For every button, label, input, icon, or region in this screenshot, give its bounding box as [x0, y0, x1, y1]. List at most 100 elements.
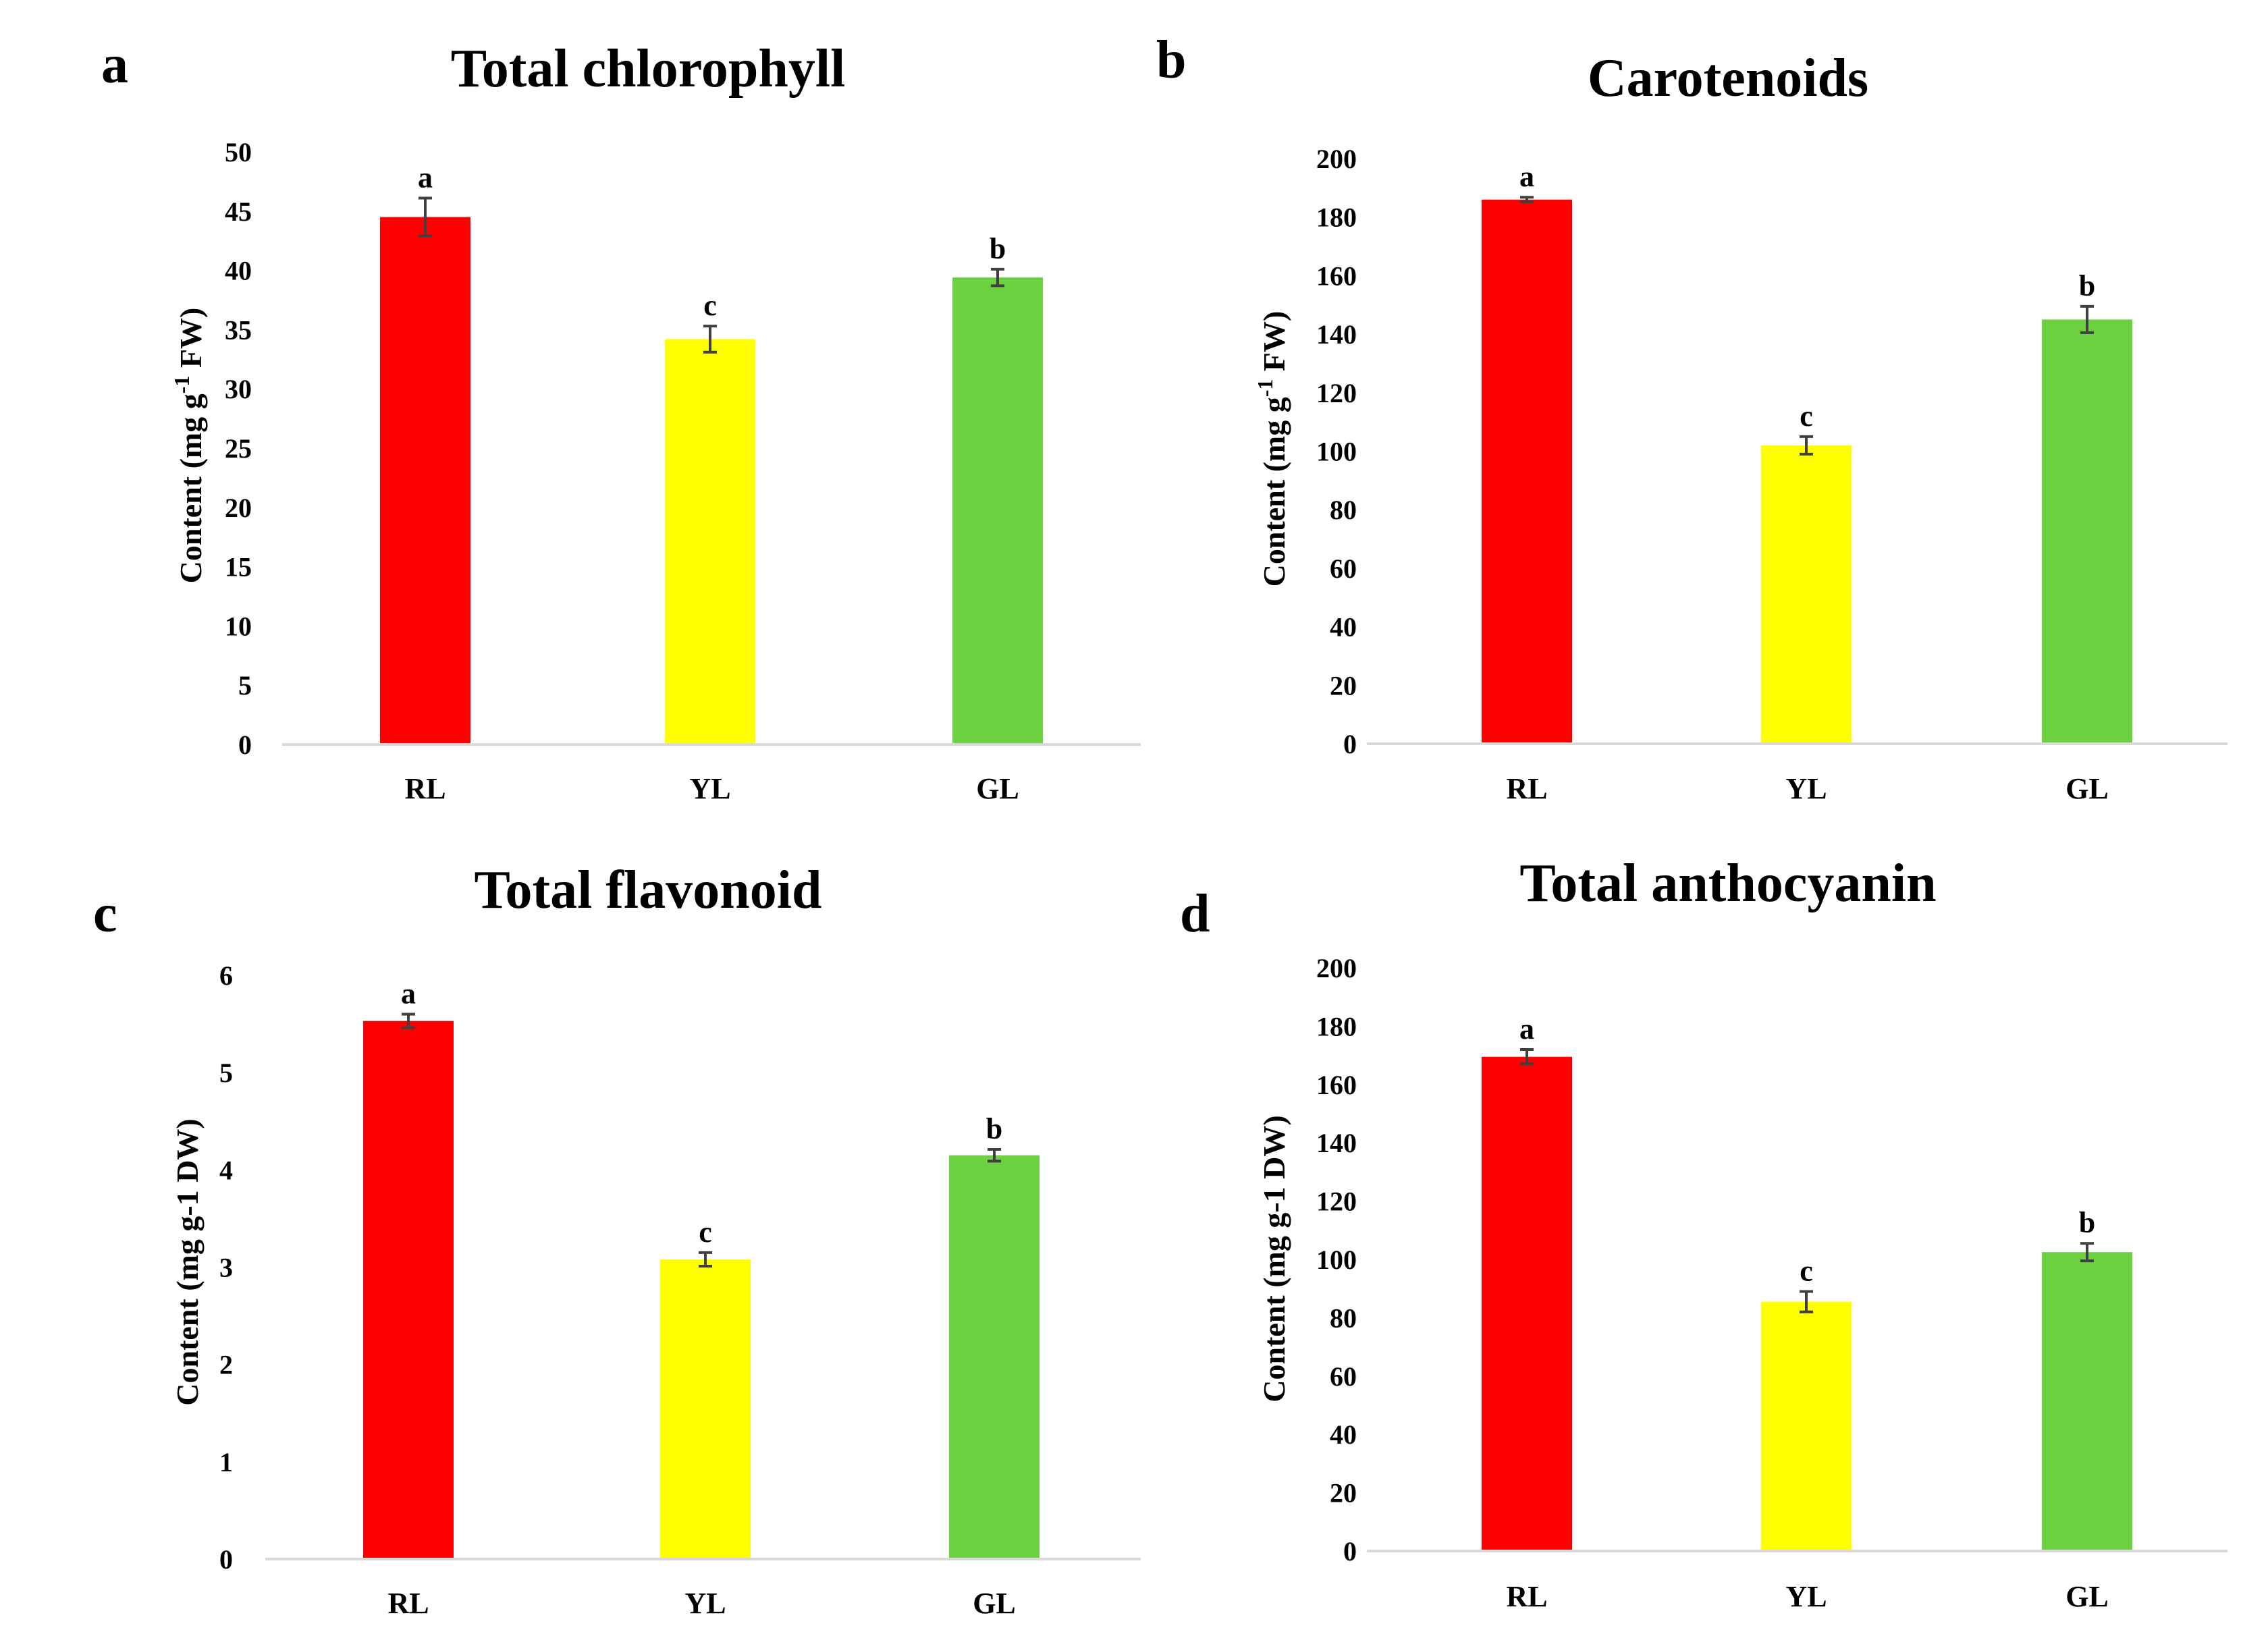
y-tick-label-b: 20 [1330, 670, 1357, 701]
panel-letter-c: c [93, 884, 117, 944]
significance-label-d-rl: a [1519, 1012, 1534, 1045]
bar-c-yl [660, 1259, 751, 1559]
significance-label-b-gl: b [2079, 269, 2095, 302]
bar-a-gl [952, 277, 1043, 744]
y-tick-label-b: 200 [1316, 144, 1357, 174]
y-tick-label-c: 0 [219, 1544, 233, 1575]
panel-b: b Carotenoids Content (mg g-1 FW) 0 20 40 6… [1156, 30, 2228, 805]
chart-area-a: 0 5 10 15 20 25 30 35 40 45 50 a RL c YL b GL [225, 137, 1141, 805]
y-tick-label-d: 0 [1343, 1536, 1357, 1567]
panel-a: a Total chlorophyll Content (mg g-1 FW) … [101, 35, 1141, 805]
x-tick-label-c-rl: RL [387, 1587, 429, 1620]
error-bar-d-gl [2080, 1242, 2094, 1263]
significance-label-c-yl: c [699, 1216, 712, 1249]
chart-area-d: 0 20 40 60 80 100 120 140 160 180 200 a RL c YL b GL [1316, 953, 2228, 1613]
y-axis-label-c: Content (mg g-1 DW) [170, 1118, 205, 1405]
y-tick-label-d: 160 [1316, 1070, 1357, 1100]
error-bar-d-yl [1800, 1290, 1813, 1313]
y-tick-label-b: 140 [1316, 319, 1357, 350]
y-axis-label-d: Content (mg g-1 DW) [1257, 1115, 1291, 1402]
y-tick-label-a: 20 [225, 493, 252, 523]
y-tick-label-d: 20 [1330, 1478, 1357, 1508]
chart-title-a: Total chlorophyll [451, 39, 846, 99]
y-tick-label-a: 10 [225, 611, 252, 641]
y-tick-label-a: 30 [225, 374, 252, 404]
panel-letter-a: a [101, 35, 128, 94]
significance-label-a-rl: a [418, 161, 433, 194]
y-tick-label-c: 6 [219, 960, 233, 991]
y-tick-label-a: 50 [225, 137, 252, 167]
y-tick-label-b: 0 [1343, 729, 1357, 759]
y-tick-label-d: 100 [1316, 1245, 1357, 1275]
x-tick-label-a-yl: YL [689, 772, 730, 805]
y-tick-label-a: 25 [225, 433, 252, 464]
panel-letter-b: b [1156, 30, 1187, 90]
y-tick-label-b: 120 [1316, 378, 1357, 408]
chart-title-d: Total anthocyanin [1519, 854, 1936, 913]
error-bar-b-yl [1800, 435, 1813, 456]
error-bar-c-rl [402, 1012, 415, 1029]
significance-label-b-rl: a [1519, 160, 1534, 193]
bar-b-rl [1482, 199, 1572, 744]
error-bar-a-rl [418, 196, 432, 238]
y-tick-label-a: 45 [225, 196, 252, 227]
x-tick-label-d-rl: RL [1506, 1580, 1547, 1613]
bar-d-gl [2042, 1252, 2132, 1551]
error-bar-d-rl [1520, 1047, 1534, 1066]
significance-label-a-yl: c [703, 289, 717, 322]
y-tick-label-c: 5 [219, 1058, 233, 1088]
bar-d-yl [1761, 1301, 1852, 1551]
error-bar-b-rl [1520, 196, 1534, 204]
error-bar-c-yl [699, 1251, 712, 1268]
y-tick-label-d: 60 [1330, 1361, 1357, 1392]
chart-title-b: Carotenoids [1588, 49, 1868, 108]
y-tick-label-d: 200 [1316, 953, 1357, 983]
x-tick-label-d-yl: YL [1785, 1580, 1827, 1613]
panel-c: c Total flavonoid Content (mg g-1 DW) 0 1… [93, 861, 1141, 1620]
x-tick-label-b-yl: YL [1785, 772, 1827, 805]
chart-area-c: 0 1 2 3 4 5 6 a RL c YL b GL [219, 960, 1141, 1620]
bar-c-gl [949, 1155, 1040, 1559]
y-tick-label-c: 2 [219, 1350, 233, 1380]
y-axis-label-b: Content (mg g-1 FW) [1253, 311, 1291, 587]
significance-label-d-yl: c [1800, 1255, 1813, 1288]
error-bar-a-yl [703, 325, 717, 354]
y-tick-label-b: 40 [1330, 612, 1357, 643]
error-bar-a-gl [991, 267, 1004, 288]
significance-label-c-gl: b [986, 1112, 1002, 1145]
y-tick-label-a: 40 [225, 256, 252, 286]
y-tick-label-a: 15 [225, 552, 252, 582]
chart-area-b: 0 20 40 60 80 100 120 140 160 180 200 a RL c YL b GL [1316, 144, 2228, 805]
x-tick-label-b-rl: RL [1506, 772, 1547, 805]
y-tick-label-c: 1 [219, 1447, 233, 1477]
x-tick-label-c-gl: GL [973, 1587, 1016, 1620]
y-tick-label-b: 160 [1316, 261, 1357, 291]
x-tick-label-a-rl: RL [404, 772, 446, 805]
significance-label-a-gl: b [990, 232, 1006, 265]
chart-title-c: Total flavonoid [475, 861, 822, 920]
y-tick-label-c: 4 [219, 1155, 233, 1185]
y-axis-label-a: Content (mg g-1 FW) [169, 308, 208, 584]
y-tick-label-b: 100 [1316, 437, 1357, 467]
y-tick-label-b: 60 [1330, 553, 1357, 584]
bar-b-gl [2042, 319, 2132, 744]
significance-label-c-rl: a [401, 977, 416, 1010]
error-bar-c-gl [988, 1148, 1001, 1163]
y-tick-label-d: 120 [1316, 1187, 1357, 1217]
bar-b-yl [1761, 445, 1852, 744]
x-tick-label-c-yl: YL [684, 1587, 726, 1620]
panel-letter-d: d [1180, 884, 1210, 944]
bar-a-yl [665, 339, 755, 744]
y-tick-label-c: 3 [219, 1253, 233, 1283]
bar-d-rl [1482, 1056, 1572, 1551]
y-tick-label-b: 180 [1316, 202, 1357, 233]
significance-label-d-gl: b [2079, 1206, 2095, 1239]
bar-a-rl [380, 217, 470, 745]
x-tick-label-b-gl: GL [2066, 772, 2109, 805]
y-tick-label-d: 40 [1330, 1419, 1357, 1450]
y-tick-label-d: 140 [1316, 1128, 1357, 1158]
y-tick-label-a: 5 [238, 670, 252, 701]
y-tick-label-a: 0 [238, 730, 252, 760]
